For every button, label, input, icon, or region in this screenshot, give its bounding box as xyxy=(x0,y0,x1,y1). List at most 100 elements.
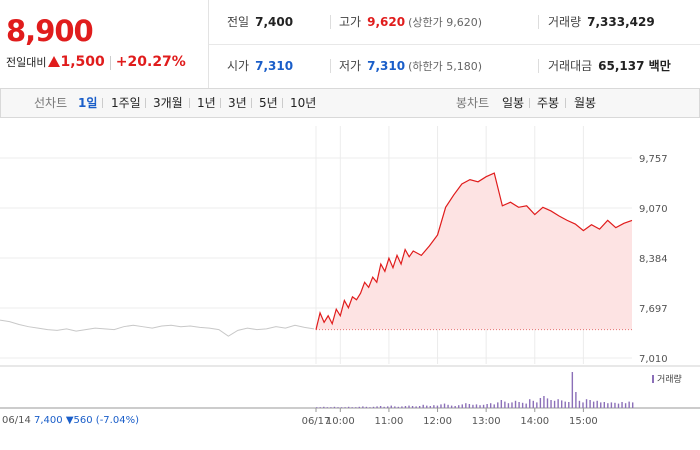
volume-bar xyxy=(529,399,531,408)
volume-bar xyxy=(521,402,524,408)
y-tick-label: 7,010 xyxy=(639,354,668,365)
volume-bar xyxy=(536,402,538,408)
tab-1w[interactable]: 1주일 xyxy=(111,96,141,110)
tab-monthly-candle[interactable]: 월봉 xyxy=(574,96,597,110)
volume-bar xyxy=(514,400,517,408)
volume-bar xyxy=(504,401,506,408)
volume-bar xyxy=(383,406,385,408)
volume-bar xyxy=(596,400,598,408)
volume-bar xyxy=(390,405,392,408)
change-label: 전일대비 xyxy=(6,56,47,69)
volume-bar xyxy=(358,406,361,408)
volume-bar xyxy=(465,403,467,408)
x-tick-label: 11:00 xyxy=(375,416,404,427)
volume-bar xyxy=(568,402,570,408)
volume-bar xyxy=(592,401,595,408)
info-divider xyxy=(330,59,331,73)
volume-bar xyxy=(575,392,577,408)
volume-bar xyxy=(518,402,520,408)
volume-bar xyxy=(475,404,478,408)
volume-bar xyxy=(621,402,623,408)
volume-bar xyxy=(319,407,321,408)
low-price: 저가 7,310 (하한가 5,180) xyxy=(339,59,482,73)
volume-bar xyxy=(340,407,343,408)
volume-bar xyxy=(525,403,527,408)
volume-bar xyxy=(585,399,588,408)
current-price: 8,900 xyxy=(6,14,94,48)
x-tick-label: 13:00 xyxy=(472,416,501,427)
change-rate: +20.27% xyxy=(115,54,186,70)
volume-bar xyxy=(500,400,503,408)
quote-header: 8,900 전일대비 1,500 +20.27% 전일 7,400 고가 9,620 (상… xyxy=(0,0,700,89)
volume-bar xyxy=(628,401,630,408)
volume-bar xyxy=(418,406,421,408)
volume-bar xyxy=(571,372,574,408)
info-divider xyxy=(538,59,539,73)
volume-legend: 거래량 xyxy=(652,372,682,385)
tab-daily-candle[interactable]: 일봉 xyxy=(502,96,525,110)
tab-divider xyxy=(251,98,252,108)
volume-bar xyxy=(379,406,382,408)
volume-bar xyxy=(600,402,602,408)
volume-bar xyxy=(560,400,563,408)
previous-day-summary: 06/14 7,400 ▼560 (-7.04%) xyxy=(2,415,139,426)
volume-bar xyxy=(610,402,613,408)
tab-divider xyxy=(145,98,146,108)
volume-bar xyxy=(323,406,325,408)
volume-bar xyxy=(539,398,542,408)
volume-bar xyxy=(372,406,375,408)
tab-3y[interactable]: 3년 xyxy=(228,96,247,110)
volume-bar xyxy=(461,404,463,408)
prev-date: 06/14 xyxy=(2,415,31,426)
tab-divider xyxy=(282,98,283,108)
volume-bar xyxy=(337,407,339,408)
volume-bar xyxy=(493,404,495,408)
volume-bar xyxy=(347,406,350,408)
volume-bar xyxy=(546,398,549,408)
y-tick-label: 9,757 xyxy=(639,154,668,165)
volume-bar xyxy=(564,401,566,408)
volume-bar xyxy=(450,405,453,408)
volume-bar xyxy=(351,407,353,408)
prev-close-value: 7,400 xyxy=(34,415,63,426)
volume-bar xyxy=(411,406,414,408)
x-tick-label: 14:00 xyxy=(520,416,549,427)
volume-bar xyxy=(486,404,488,408)
volume-bar xyxy=(589,400,591,408)
volume-bar xyxy=(532,400,534,408)
chart-tabs: 선차트 1일 1주일 3개월 1년 3년 5년 10년 봉차트 일봉 주봉 월봉 xyxy=(0,89,700,118)
info-divider xyxy=(330,15,331,29)
volume-bar xyxy=(468,404,471,408)
info-row-1: 전일 7,400 고가 9,620 (상한가 9,620) 거래량 7,333,429 xyxy=(209,0,700,45)
volume-bar xyxy=(511,402,513,408)
volume-bar xyxy=(447,404,449,408)
x-tick-label: 12:00 xyxy=(423,416,452,427)
tab-divider xyxy=(102,98,103,108)
tab-3m[interactable]: 3개월 xyxy=(153,96,183,110)
volume-bar xyxy=(458,405,460,408)
volume-bar xyxy=(472,404,474,408)
volume-bar xyxy=(440,404,442,408)
volume-bar xyxy=(422,404,424,408)
volume-bar xyxy=(553,400,556,408)
candle-chart-label: 봉차트 xyxy=(456,96,490,110)
tab-5y[interactable]: 5년 xyxy=(259,96,278,110)
x-tick-label: 06/17 xyxy=(302,416,331,427)
tab-1d[interactable]: 1일 xyxy=(78,96,98,110)
up-triangle-icon xyxy=(48,56,61,67)
previous-day-series xyxy=(0,319,315,337)
today-line xyxy=(315,172,633,330)
y-tick-label: 9,070 xyxy=(639,204,668,215)
tab-weekly-candle[interactable]: 주봉 xyxy=(537,96,560,110)
volume-bars xyxy=(316,372,634,408)
tab-10y[interactable]: 10년 xyxy=(290,96,317,110)
tab-1y[interactable]: 1년 xyxy=(197,96,216,110)
volume-bar xyxy=(408,405,410,408)
volume: 거래량 7,333,429 xyxy=(548,15,655,29)
volume-bar xyxy=(404,406,407,408)
volume-bar xyxy=(578,400,581,408)
volume-bar xyxy=(479,405,481,408)
volume-bar xyxy=(426,405,428,408)
open-price: 시가 7,310 xyxy=(227,59,294,73)
